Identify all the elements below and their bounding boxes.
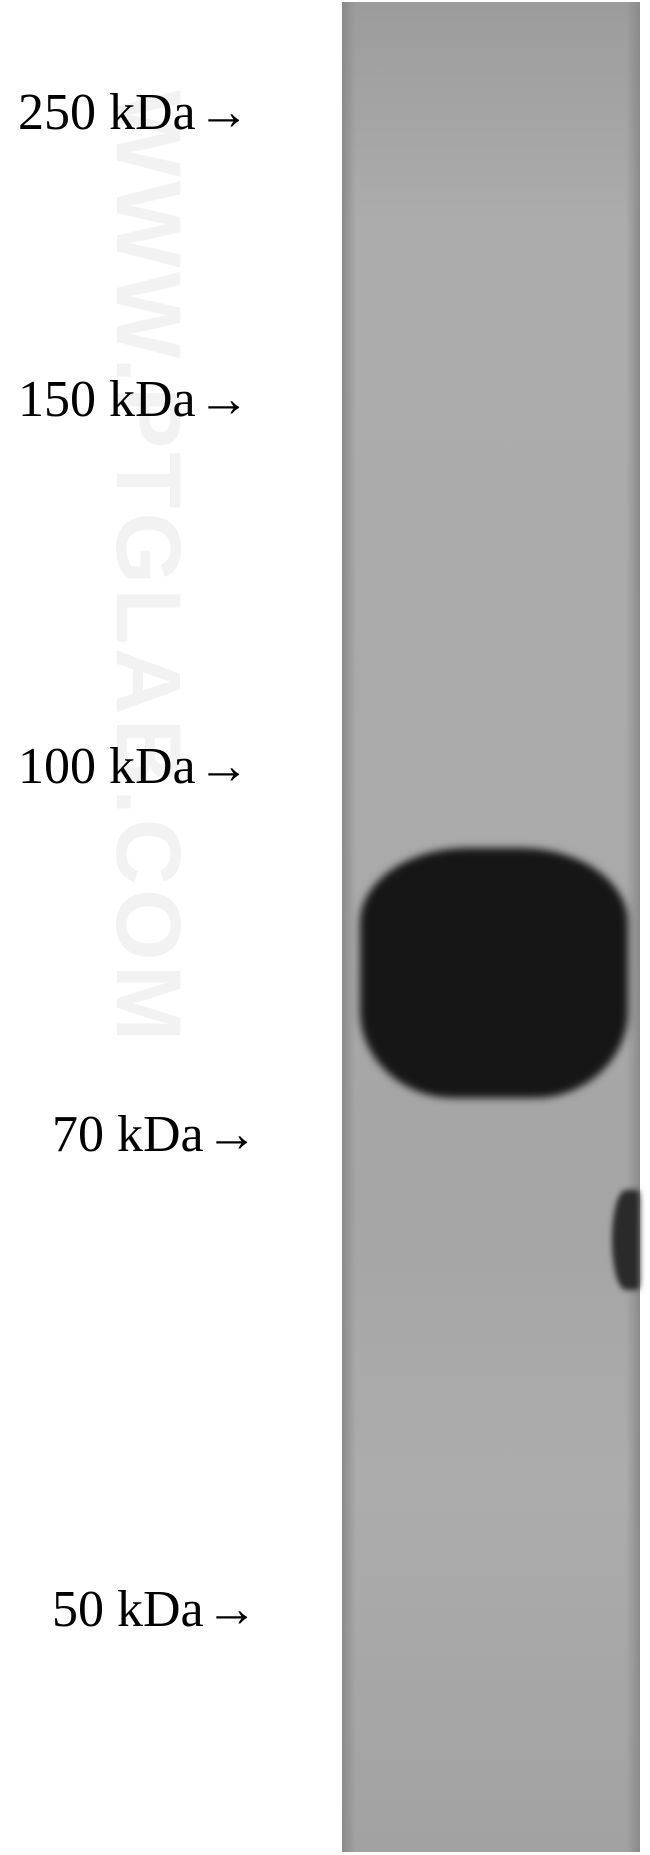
watermark-text: WWW.PTGLAB.COM: [95, 90, 200, 1045]
protein-band: [360, 848, 628, 1098]
marker-100kda-text: 100 kDa: [18, 738, 196, 795]
arrow-icon: →: [198, 370, 250, 429]
arrow-icon: →: [198, 737, 250, 796]
marker-50kda-text: 50 kDa: [52, 1581, 204, 1638]
marker-250kda: 250 kDa→: [18, 83, 250, 142]
marker-100kda: 100 kDa→: [18, 737, 250, 796]
arrow-icon: →: [198, 83, 250, 142]
lane-side-smudge: [612, 1190, 640, 1290]
arrow-icon: →: [206, 1105, 258, 1164]
western-blot-figure: WWW.PTGLAB.COM 250 kDa→ 150 kDa→ 100 kDa…: [0, 0, 650, 1855]
marker-70kda: 70 kDa→: [52, 1105, 258, 1164]
blot-lane-left-edge: [342, 2, 356, 1852]
arrow-icon: →: [206, 1580, 258, 1639]
marker-50kda: 50 kDa→: [52, 1580, 258, 1639]
blot-lane-right-edge: [626, 2, 640, 1852]
marker-250kda-text: 250 kDa: [18, 84, 196, 141]
marker-70kda-text: 70 kDa: [52, 1106, 204, 1163]
marker-150kda: 150 kDa→: [18, 370, 250, 429]
marker-150kda-text: 150 kDa: [18, 371, 196, 428]
